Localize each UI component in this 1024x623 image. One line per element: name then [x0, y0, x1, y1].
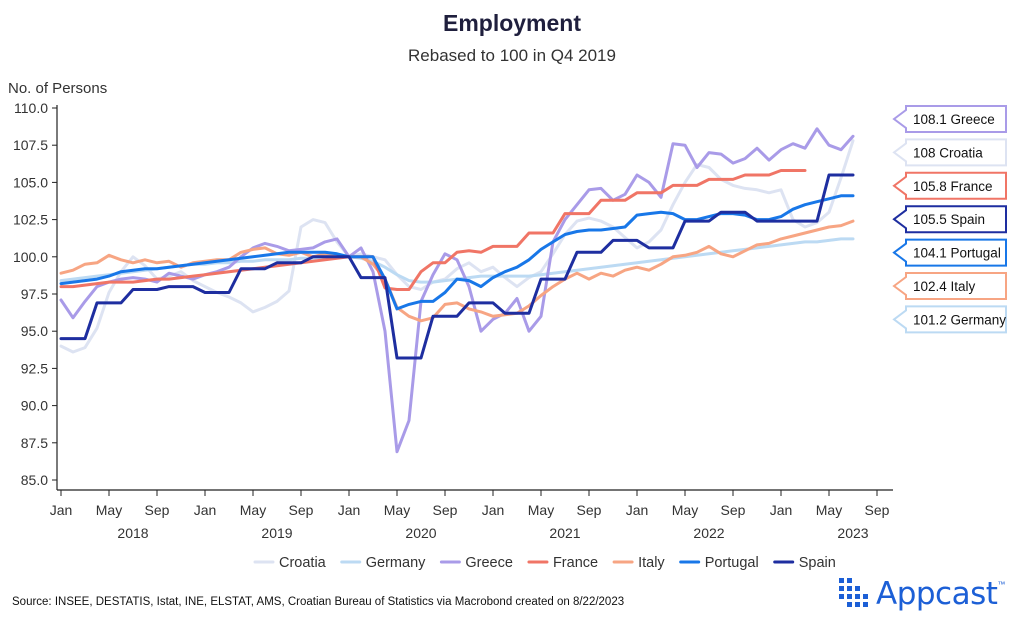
x-tick-label: Jan — [50, 502, 73, 518]
x-tick-label: Jan — [338, 502, 361, 518]
end-label-germany: 101.2 Germany — [892, 305, 1007, 334]
end-label-text-italy: 102.4 Italy — [913, 279, 976, 294]
legend-label-greece: Greece — [465, 555, 513, 571]
end-label-box-italy — [892, 272, 1007, 300]
y-tick-label: 90.0 — [21, 398, 48, 414]
y-tick-label: 95.0 — [21, 323, 48, 339]
legend-label-croatia: Croatia — [279, 555, 327, 571]
series-line-croatia — [59, 139, 855, 354]
x-tick-label: Jan — [482, 502, 505, 518]
appcast-logo-icon — [839, 578, 868, 607]
x-tick-label: Sep — [577, 502, 602, 518]
x-tick-label: May — [816, 502, 842, 518]
end-label-text-croatia: 108 Croatia — [913, 145, 983, 160]
trademark-mark: ™ — [997, 580, 1006, 589]
end-label-box-france — [892, 171, 1007, 200]
y-tick-label: 102.5 — [13, 212, 48, 228]
y-tick-label: 107.5 — [13, 137, 48, 153]
x-tick-label: May — [384, 502, 410, 518]
x-tick-label: Jan — [770, 502, 793, 518]
appcast-logo: Appcast ™ — [838, 576, 1005, 612]
x-year-label: 2022 — [693, 525, 724, 541]
end-label-text-germany: 101.2 Germany — [913, 312, 1006, 327]
end-label-box-germany — [892, 305, 1007, 334]
y-tick-label: 97.5 — [21, 286, 48, 302]
x-year-label: 2023 — [837, 525, 868, 541]
source-note: Source: INSEE, DESTATIS, Istat, INE, ELS… — [12, 596, 625, 608]
end-label-croatia: 108 Croatia — [892, 138, 1007, 167]
end-label-text-portugal: 104.1 Portugal — [913, 246, 1001, 261]
series-line-france — [59, 169, 807, 291]
y-tick-label: 92.5 — [21, 360, 48, 376]
end-label-box-spain — [892, 205, 1007, 234]
legend-label-spain: Spain — [799, 555, 836, 571]
end-label-text-greece: 108.1 Greece — [913, 112, 995, 127]
end-label-box-portugal — [892, 238, 1007, 267]
chart-title: Employment — [442, 10, 582, 36]
legend-label-italy: Italy — [638, 555, 665, 571]
x-tick-label: May — [240, 502, 266, 518]
end-label-text-france: 105.8 France — [913, 179, 993, 194]
end-label-france: 105.8 France — [892, 171, 1007, 200]
legend-label-germany: Germany — [366, 555, 426, 571]
end-label-box-croatia — [892, 138, 1007, 167]
chart-subtitle: Rebased to 100 in Q4 2019 — [408, 46, 616, 65]
legend-label-france: France — [553, 555, 598, 571]
end-label-greece: 108.1 Greece — [892, 105, 1007, 133]
x-tick-label: Sep — [721, 502, 746, 518]
end-label-portugal: 104.1 Portugal — [892, 238, 1007, 267]
x-tick-label: May — [528, 502, 554, 518]
x-year-label: 2018 — [117, 525, 148, 541]
y-tick-label: 87.5 — [21, 435, 48, 451]
x-tick-label: Sep — [865, 502, 890, 518]
x-tick-label: Sep — [433, 502, 458, 518]
y-tick-label: 110.0 — [14, 100, 48, 116]
x-tick-label: Sep — [289, 502, 314, 518]
end-label-box-greece — [892, 105, 1007, 133]
y-tick-label: 85.0 — [21, 472, 48, 488]
x-year-label: 2020 — [405, 525, 436, 541]
x-tick-label: Sep — [145, 502, 170, 518]
end-label-text-spain: 105.5 Spain — [913, 212, 985, 227]
x-year-label: 2021 — [549, 525, 580, 541]
legend-label-portugal: Portugal — [705, 555, 759, 571]
y-axis-label: No. of Persons — [8, 80, 108, 97]
x-tick-label: Jan — [626, 502, 649, 518]
x-tick-label: May — [672, 502, 698, 518]
appcast-logo-text: Appcast — [876, 576, 998, 612]
x-tick-label: Jan — [194, 502, 217, 518]
y-tick-label: 100.0 — [13, 249, 48, 265]
end-label-spain: 105.5 Spain — [892, 205, 1007, 234]
x-tick-label: May — [96, 502, 122, 518]
end-label-italy: 102.4 Italy — [892, 272, 1007, 300]
y-tick-label: 105.0 — [13, 174, 48, 190]
series-line-greece — [59, 127, 855, 454]
x-year-label: 2019 — [261, 525, 292, 541]
series-line-spain — [59, 173, 855, 360]
